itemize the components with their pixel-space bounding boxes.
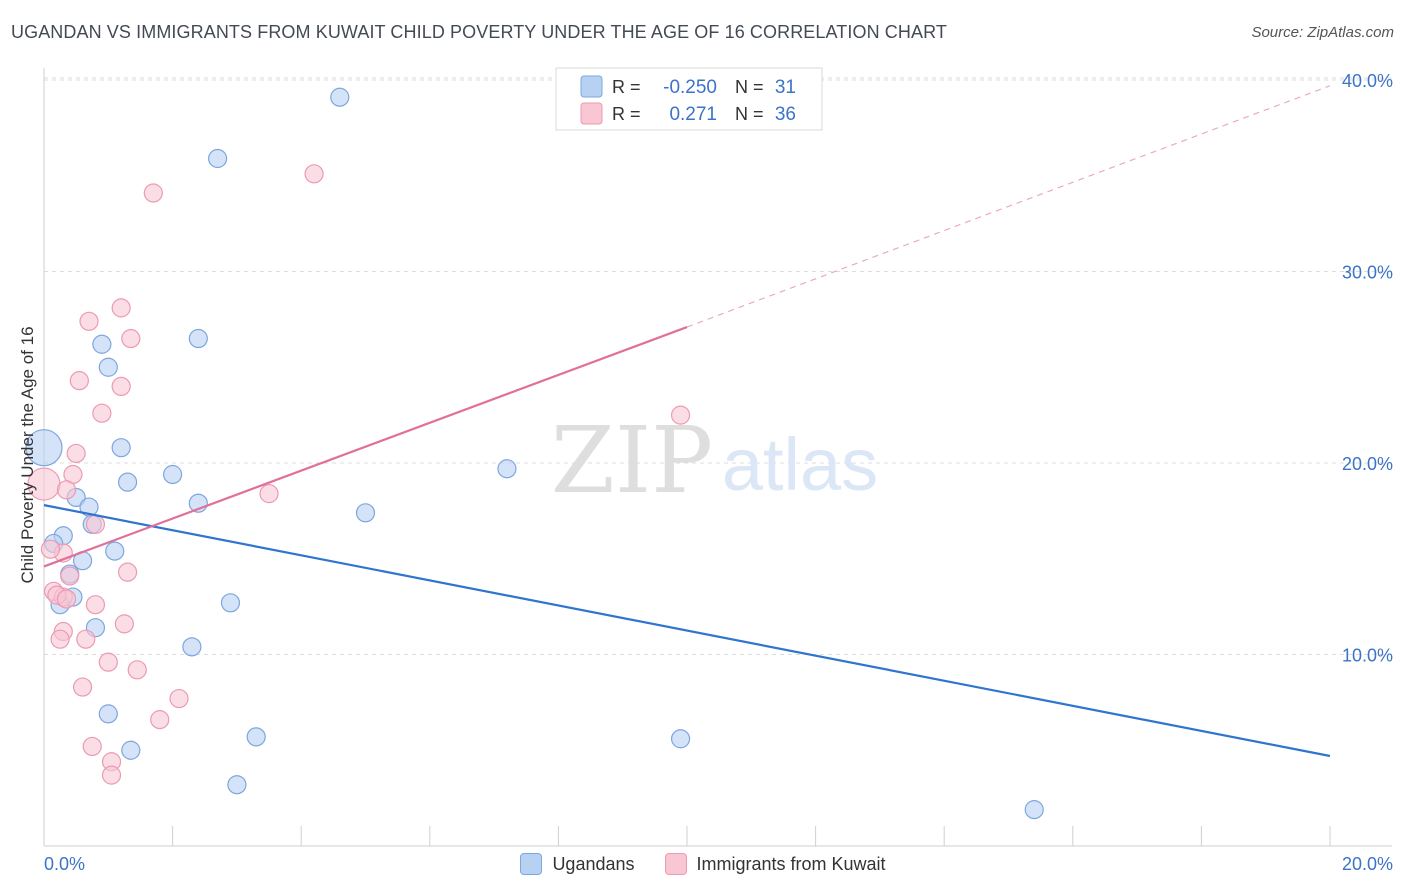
- legend-n-label-2: N =: [735, 104, 764, 124]
- y-tick-label: 10.0%: [1342, 646, 1393, 666]
- trend-line-ugandans: [43, 504, 1331, 758]
- watermark-atlas: atlas: [722, 423, 878, 506]
- legend-label-ugandans: Ugandans: [552, 853, 635, 874]
- y-tick-label: 30.0%: [1342, 263, 1393, 283]
- legend-n-value-2: 36: [775, 104, 796, 125]
- point-ugandans: [670, 729, 691, 749]
- legend-r-value-1: -0.250: [663, 77, 717, 98]
- point-kuwait: [72, 677, 93, 697]
- data-points: [25, 87, 1044, 820]
- point-kuwait: [60, 566, 80, 586]
- point-kuwait: [69, 371, 89, 391]
- point-kuwait: [40, 539, 61, 559]
- legend-swatch-ugandans: [520, 853, 543, 875]
- watermark-zip: ZIP: [551, 407, 713, 514]
- point-kuwait: [56, 589, 77, 609]
- point-kuwait: [82, 736, 102, 757]
- x-tick-label-min: 0.0%: [44, 854, 85, 874]
- point-kuwait: [304, 164, 324, 184]
- point-ugandans: [227, 775, 247, 795]
- legend-r-value-2: 0.271: [669, 104, 717, 125]
- point-ugandans: [121, 740, 141, 760]
- trend-line-kuwait-extension: [686, 85, 1331, 328]
- trend-line-kuwait: [43, 326, 688, 568]
- point-kuwait: [121, 328, 141, 349]
- legend-label-kuwait: Immigrants from Kuwait: [696, 853, 886, 874]
- legend-item-kuwait[interactable]: Immigrants from Kuwait: [664, 853, 886, 875]
- point-ugandans: [355, 503, 376, 523]
- legend-r-label-2: R =: [612, 104, 641, 124]
- point-kuwait: [50, 629, 70, 649]
- point-ugandans: [1024, 800, 1044, 820]
- point-kuwait: [66, 443, 86, 464]
- point-kuwait: [117, 562, 138, 582]
- point-kuwait: [101, 765, 122, 785]
- point-ugandans: [330, 87, 350, 107]
- point-kuwait: [111, 298, 131, 318]
- point-kuwait: [56, 480, 77, 500]
- point-kuwait: [85, 595, 106, 615]
- point-kuwait: [150, 710, 170, 730]
- point-kuwait: [76, 629, 96, 649]
- point-ugandans: [220, 593, 241, 613]
- legend-n-value-1: 31: [775, 77, 796, 98]
- x-tick-label-max: 20.0%: [1342, 854, 1393, 874]
- point-ugandans: [92, 334, 112, 354]
- point-ugandans: [25, 429, 63, 467]
- point-kuwait: [111, 376, 131, 396]
- legend-swatch-blue: [580, 75, 603, 98]
- tick-labels: 10.0% 20.0% 30.0% 40.0% 0.0% 20.0%: [44, 71, 1393, 874]
- point-kuwait: [127, 660, 147, 680]
- point-ugandans: [98, 704, 118, 724]
- y-axis-label: Child Poverty Under the Age of 16: [18, 326, 37, 583]
- gridlines: [44, 77, 1392, 655]
- point-ugandans: [98, 357, 118, 377]
- point-kuwait: [114, 614, 134, 634]
- trend-lines: [43, 85, 1331, 758]
- legend-swatch-kuwait: [664, 853, 687, 875]
- point-kuwait: [143, 183, 163, 203]
- point-ugandans: [497, 459, 517, 479]
- point-ugandans: [188, 328, 208, 349]
- chart-title: UGANDAN VS IMMIGRANTS FROM KUWAIT CHILD …: [11, 22, 947, 42]
- legend-box: R = -0.250 N = 31 R = 0.271 N = 36: [555, 67, 823, 131]
- point-kuwait: [259, 484, 279, 504]
- legend-swatch-pink: [580, 102, 603, 125]
- point-kuwait: [169, 688, 189, 709]
- point-ugandans: [105, 541, 125, 561]
- watermark: ZIP atlas: [551, 407, 878, 514]
- point-kuwait: [92, 403, 112, 423]
- point-kuwait: [85, 514, 106, 534]
- legend-r-label-1: R =: [612, 77, 641, 97]
- point-kuwait: [670, 405, 691, 425]
- point-ugandans: [246, 727, 266, 747]
- point-ugandans: [208, 148, 228, 169]
- point-kuwait: [79, 311, 99, 331]
- legend-n-label-1: N =: [735, 77, 764, 97]
- y-tick-label: 20.0%: [1342, 454, 1393, 474]
- legend-item-ugandans[interactable]: Ugandans: [520, 853, 635, 875]
- point-ugandans: [163, 464, 183, 485]
- y-tick-label: 40.0%: [1342, 71, 1393, 91]
- point-ugandans: [117, 472, 138, 492]
- point-ugandans: [111, 438, 131, 458]
- source-label: Source: ZipAtlas.com: [1251, 24, 1394, 41]
- point-kuwait: [98, 652, 118, 672]
- point-ugandans: [182, 637, 202, 657]
- bottom-legend: Ugandans Immigrants from Kuwait: [0, 850, 1406, 878]
